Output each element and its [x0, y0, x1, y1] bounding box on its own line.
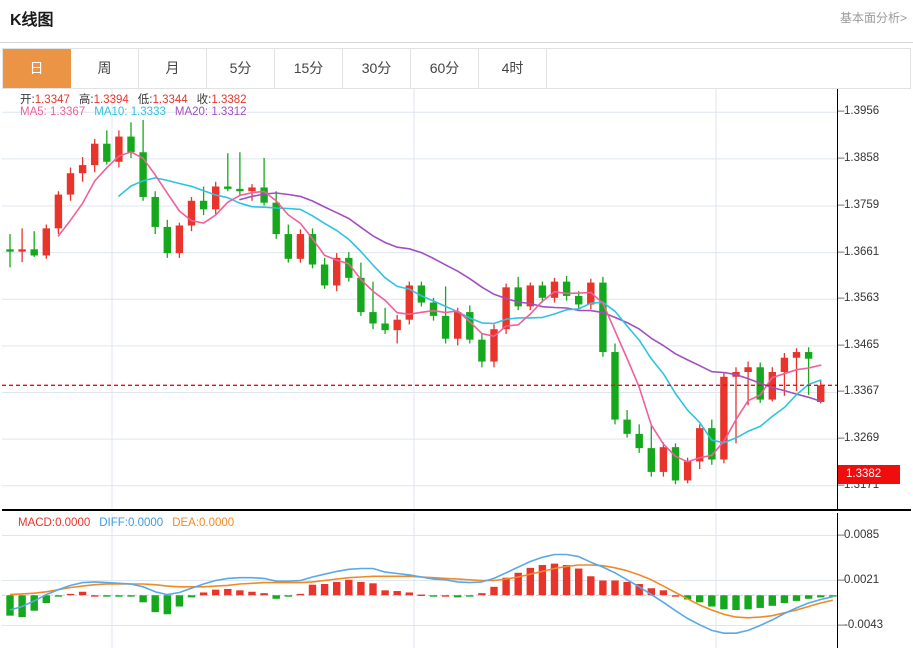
price-tick: –1.3465	[838, 338, 880, 351]
current-price-badge: 1.3382	[838, 465, 900, 485]
tab-0[interactable]: 日	[3, 49, 71, 88]
macd-tick: –0.0085	[838, 528, 880, 541]
macd-plot-area[interactable]	[2, 513, 838, 648]
tab-1[interactable]: 周	[71, 49, 139, 88]
tab-bar-filler	[547, 49, 910, 88]
tab-2[interactable]: 月	[139, 49, 207, 88]
kline-svg	[2, 89, 837, 509]
price-tick: –1.3956	[838, 105, 880, 118]
price-tick: –1.3563	[838, 292, 880, 305]
tab-7[interactable]: 4时	[479, 49, 547, 88]
macd-svg	[2, 513, 837, 648]
fundamental-analysis-link[interactable]: 基本面分析>	[839, 11, 907, 25]
macd-axis: –0.0085 –0.0021 –-0.0043	[838, 513, 911, 648]
period-tab-bar: 日周月 5分 15分 30分 60分 4时	[2, 48, 911, 89]
price-tick: –1.3661	[838, 245, 880, 258]
tab-6[interactable]: 60分	[411, 49, 479, 88]
price-tick: –1.3367	[838, 385, 880, 398]
macd-panel: MACD:0.0000 DIFF:0.0000 DEA:0.0000 –0.0085…	[2, 513, 911, 648]
price-tick: –1.3269	[838, 432, 880, 445]
tab-5[interactable]: 30分	[343, 49, 411, 88]
kline-plot-area[interactable]	[2, 89, 838, 509]
tab-4[interactable]: 15分	[275, 49, 343, 88]
macd-tick: –-0.0043	[838, 618, 884, 631]
macd-tick: –0.0021	[838, 573, 880, 586]
tab-3[interactable]: 5分	[207, 49, 275, 88]
page-title: K线图	[10, 12, 54, 29]
price-axis: –1.3956 –1.3858 –1.3759 –1.3661 –1.3563 –1.34…	[838, 89, 911, 509]
kline-chart-panel: 开:1.3347 高:1.3394 低:1.3344 收:1.3382 MA5: 1.…	[2, 89, 911, 511]
price-tick: –1.3759	[838, 199, 880, 211]
page-header: K线图 基本面分析>	[0, 0, 913, 43]
price-tick: –1.3858	[838, 151, 880, 164]
